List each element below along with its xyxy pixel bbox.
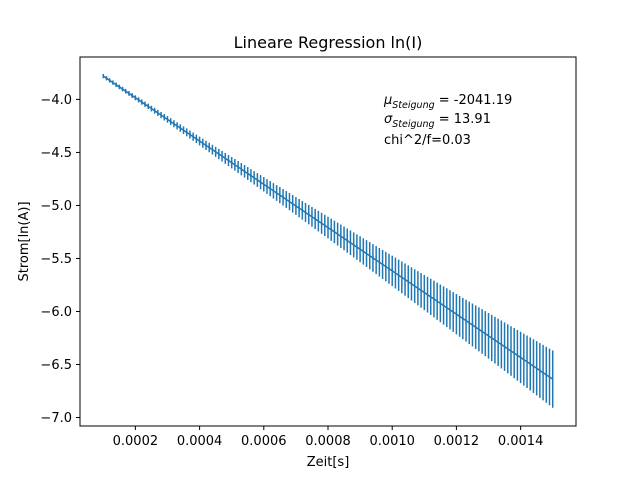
x-tick-label: 0.0014 xyxy=(498,434,544,449)
x-axis-label: Zeit[s] xyxy=(307,455,350,470)
y-axis-label: Strom[ln(A)] xyxy=(17,201,32,281)
y-tick-label: −6.5 xyxy=(40,358,72,373)
chart-title: Lineare Regression ln(I) xyxy=(234,33,423,52)
y-tick-label: −5.0 xyxy=(40,199,72,214)
y-tick-label: −7.0 xyxy=(40,411,72,426)
annotation-mu: μSteigung = -2041.19 xyxy=(383,93,512,111)
x-tick-label: 0.0008 xyxy=(305,434,351,449)
annotation-sigma-value: = 13.91 xyxy=(435,112,491,127)
y-tick-label: −4.0 xyxy=(40,93,72,108)
annotation-chi2: chi^2/f=0.03 xyxy=(384,133,471,148)
x-tick-label: 0.0006 xyxy=(241,434,287,449)
x-tick-label: 0.0004 xyxy=(177,434,223,449)
series-line xyxy=(102,75,554,380)
x-tick-label: 0.0012 xyxy=(434,434,480,449)
x-tick-label: 0.0010 xyxy=(369,434,415,449)
annotation-mu-value: = -2041.19 xyxy=(435,93,513,108)
annotation-sigma: σSteigung = 13.91 xyxy=(384,112,491,130)
ticks: 0.0002 0.0004 0.0006 0.0008 0.0010 0.0012 0.00… xyxy=(40,93,543,449)
plot-area xyxy=(102,73,554,408)
y-tick-label: −5.5 xyxy=(40,252,72,267)
x-tick-label: 0.0002 xyxy=(113,434,159,449)
y-tick-label: −6.0 xyxy=(40,305,72,320)
annotation-mu-subscript: Steigung xyxy=(392,100,434,111)
annotation-mu-symbol: μ xyxy=(383,93,392,108)
annotation-sigma-subscript: Steigung xyxy=(392,119,434,130)
y-tick-label: −4.5 xyxy=(40,146,72,161)
annotation-sigma-symbol: σ xyxy=(384,112,393,127)
